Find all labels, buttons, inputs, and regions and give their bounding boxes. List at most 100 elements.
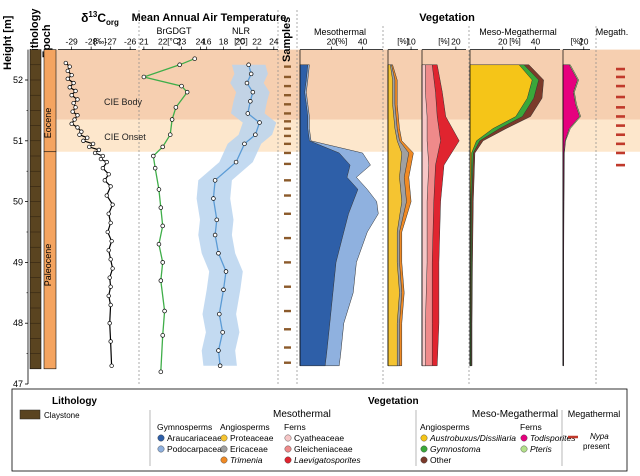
d13c-point — [100, 166, 105, 171]
d13c-point — [102, 178, 107, 183]
legend-lithology-title: Lithology — [52, 396, 97, 407]
nlr-point — [248, 99, 253, 104]
height-tick-label: 47 — [13, 379, 23, 389]
nlr-point — [242, 141, 247, 147]
legend-swatch — [157, 434, 165, 442]
d13c-tick-label: -29 — [66, 37, 79, 47]
sample-marker — [284, 212, 291, 215]
d13c-point — [71, 80, 76, 86]
sample-marker — [284, 151, 291, 155]
brgdgt-point — [162, 308, 167, 314]
veg-panel-2-unit: [%] — [438, 37, 450, 46]
brgdgt-tick-label: 21 — [139, 37, 149, 47]
nlr-point — [220, 330, 225, 335]
nlr-point — [257, 120, 262, 125]
mesothermal-header: Mesothermal — [314, 27, 366, 37]
d13c-point — [98, 156, 104, 162]
samples-panel — [284, 65, 291, 364]
d13c-point — [92, 150, 98, 156]
nlr-point — [233, 159, 239, 165]
legend-item-label: Ericaceae — [230, 444, 268, 454]
nlr-point — [217, 363, 223, 369]
nypa-marker — [616, 151, 625, 155]
legend-group-title: Angiosperms — [420, 422, 470, 432]
column-separators — [138, 10, 597, 385]
area-austrobuxus — [469, 64, 533, 367]
nlr-tick-label: 18 — [219, 37, 229, 47]
sample-marker — [284, 261, 291, 264]
legend-megathermal-title: Megathermal — [568, 409, 621, 419]
nypa-marker — [616, 124, 625, 127]
d13c-delta: δ — [81, 11, 88, 25]
nlr-point — [221, 287, 226, 293]
d13c-point — [65, 76, 70, 81]
nypa-marker — [616, 95, 625, 99]
brgdgt-point — [158, 205, 164, 210]
d13c-point — [67, 64, 72, 69]
nlr-point — [214, 217, 220, 223]
sample-marker — [284, 142, 291, 146]
lithology-column — [29, 49, 42, 370]
d13c-point — [63, 60, 68, 66]
sample-marker — [284, 346, 291, 349]
brgdgt-point — [156, 187, 162, 192]
cie-body-band — [56, 49, 640, 120]
sample-marker — [284, 179, 291, 182]
d13c-unit: [‰] — [94, 37, 106, 46]
brgdgt-tick-label: 24 — [196, 37, 206, 47]
height-tick-label: 52 — [13, 75, 23, 85]
brgdgt-point — [192, 56, 197, 61]
brgdgt-label: BrGDGT — [157, 26, 193, 36]
height-axis-title: Height [m] — [2, 15, 14, 70]
d13c-point — [110, 266, 115, 271]
height-tick-label: 48 — [13, 318, 23, 328]
legend-vegetation-title: Vegetation — [368, 396, 419, 407]
d13c-point — [81, 138, 86, 143]
cie-onset-band — [56, 119, 640, 152]
brgdgt-tick-label: 23 — [177, 37, 187, 47]
d13c-point — [75, 97, 80, 102]
d13c-point — [108, 339, 113, 344]
d13c-point — [106, 172, 111, 177]
nlr-unit: [°C] — [234, 37, 247, 46]
legend-group-title: Gymnosperms — [157, 422, 212, 432]
nlr-point — [216, 348, 221, 353]
d13c-point — [108, 257, 113, 262]
d13c-point — [108, 284, 113, 289]
sample-marker — [284, 127, 291, 130]
legend-nypa-label: Nypa — [590, 432, 609, 441]
legend-item-label: Cyatheaceae — [294, 433, 344, 443]
d13c-point — [104, 193, 109, 198]
d13c-point — [75, 113, 80, 118]
veg-panel-4-unit: [%] — [571, 37, 583, 46]
legend-swatch — [284, 445, 292, 453]
d13c-point — [90, 141, 96, 146]
d13c-point — [108, 302, 113, 308]
d13c-superscript: 13 — [88, 10, 97, 19]
legend-swatch — [420, 445, 428, 453]
veg-panel-1-tick-label: 10 — [406, 37, 416, 47]
legend-item-label: Austrobuxus/Dissiliaria — [429, 433, 516, 443]
sample-marker — [284, 309, 291, 313]
legend-swatch — [520, 445, 528, 453]
d13c-point — [109, 238, 114, 244]
vegetation-header: Vegetation — [419, 12, 475, 24]
d13c-tick-label: -26 — [124, 37, 137, 47]
d13c-point — [65, 68, 70, 74]
d13c-tick-label: -28 — [85, 37, 98, 47]
epoch-paleocene-label: Paleocene — [43, 244, 53, 287]
legend-item-label: Gymnostoma — [430, 444, 481, 454]
nlr-point — [253, 132, 258, 137]
cie-onset-label: CIE Onset — [104, 132, 146, 142]
d13c-subscript: org — [106, 18, 119, 27]
epoch-eocene-label: Eocene — [43, 108, 53, 139]
nlr-point — [250, 89, 256, 95]
legend-meso-mega-title: Meso-Megathermal — [472, 409, 558, 420]
d13c-point — [69, 93, 74, 98]
legend-item-label: Trimenia — [230, 455, 263, 465]
sample-marker — [284, 120, 291, 123]
nlr-point — [244, 80, 250, 86]
d13c-point — [96, 147, 102, 153]
legend-claystone-swatch — [19, 409, 41, 420]
d13c-point — [73, 105, 78, 110]
